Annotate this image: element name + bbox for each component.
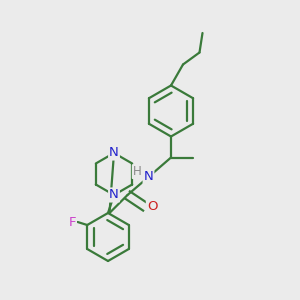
Text: N: N: [109, 146, 119, 160]
Text: N: N: [144, 170, 153, 184]
Text: F: F: [68, 215, 76, 229]
Text: O: O: [147, 200, 157, 214]
Text: H: H: [133, 165, 142, 178]
Text: N: N: [109, 188, 119, 202]
